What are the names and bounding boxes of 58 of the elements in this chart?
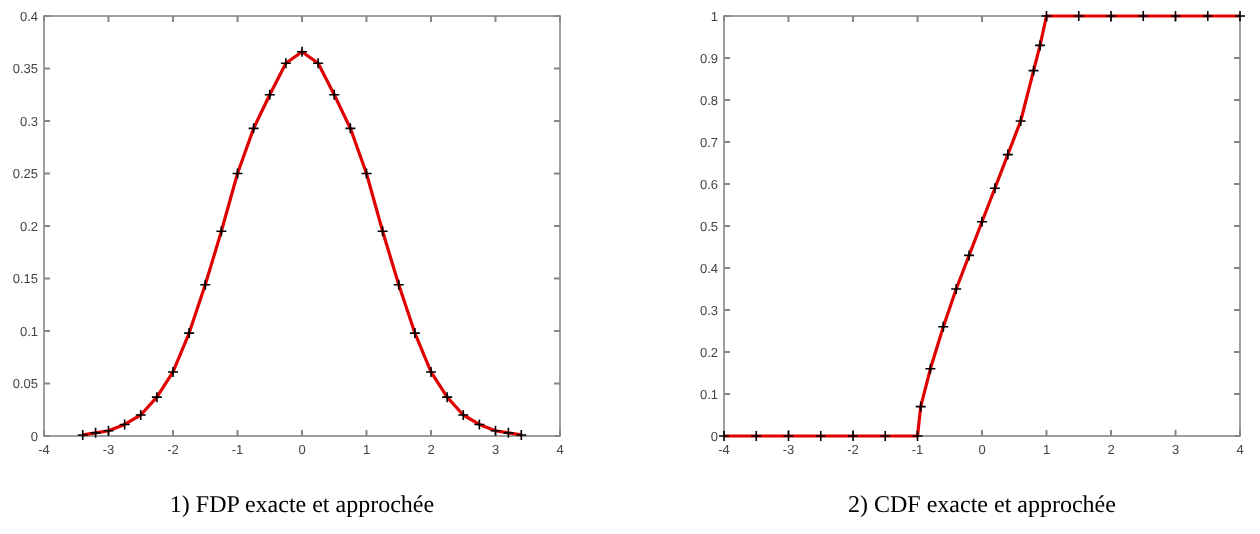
point [515,429,528,441]
point [102,424,115,437]
point [441,391,453,403]
text: 2) CDF exacte et approchée [848,490,1116,518]
point [782,430,795,442]
point [879,430,892,442]
point [1034,39,1046,52]
point [814,430,827,442]
point [134,409,147,421]
point [750,430,763,442]
point [215,225,228,238]
point [1201,10,1214,22]
point [950,283,962,295]
point [280,57,292,70]
point [937,321,950,333]
point [231,167,244,180]
point [183,327,195,339]
point [167,366,179,378]
point [1137,10,1150,22]
point [392,279,405,291]
point [76,429,89,441]
point [457,409,470,421]
point [1169,10,1182,22]
point [409,327,421,339]
point [247,122,260,135]
point [1234,10,1246,22]
point [847,430,859,442]
point [296,45,308,58]
point [1002,148,1014,161]
point [425,366,437,378]
point [312,57,324,70]
point [473,418,486,431]
point [989,182,1001,194]
point [360,167,373,180]
point [1040,10,1053,22]
point [924,363,937,375]
point [199,279,212,291]
point [963,249,975,262]
point [489,424,502,437]
point [1014,115,1027,127]
point [1027,64,1040,77]
point [376,225,389,238]
point [914,400,927,413]
point [502,427,515,439]
point [151,391,163,403]
point [328,88,341,101]
line-series [722,14,1242,438]
point [911,430,924,442]
point [1105,10,1117,22]
text: 1) FDP exacte et approchée [169,490,435,518]
point [718,430,730,442]
point [1072,10,1085,22]
point [263,88,276,101]
point [118,418,131,431]
point [976,216,988,228]
point [89,427,102,439]
point [344,122,357,135]
line-series [81,50,523,437]
